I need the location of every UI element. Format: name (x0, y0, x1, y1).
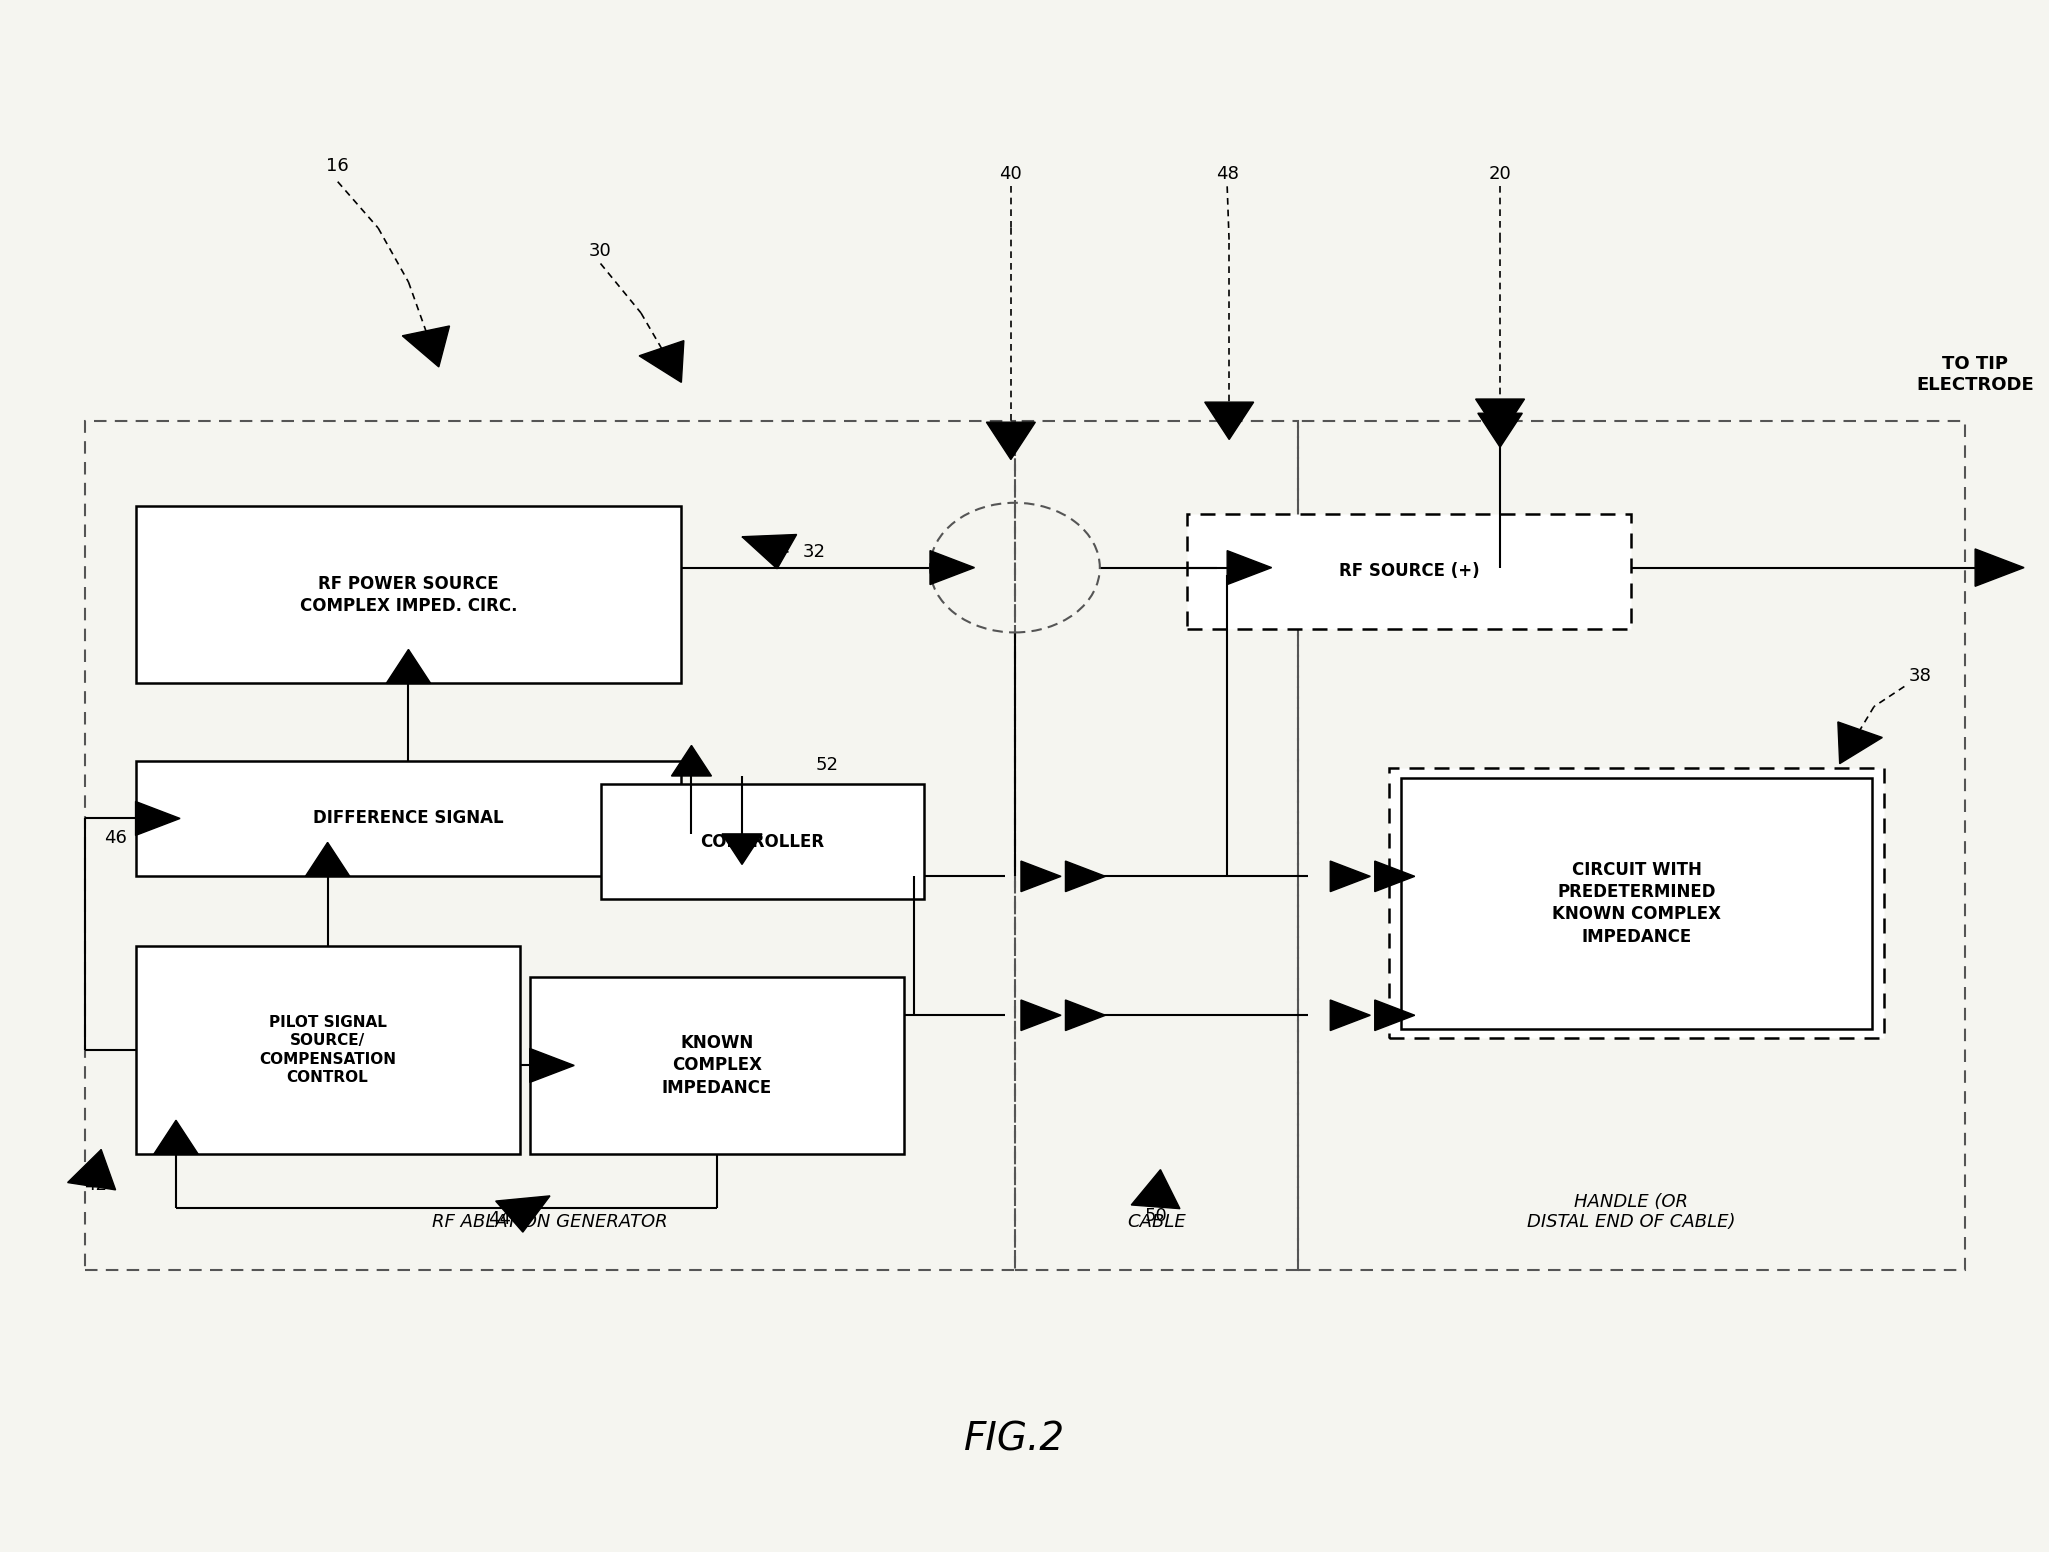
Bar (1297, 421, 1965, 1270)
Text: 42: 42 (84, 1176, 107, 1193)
Polygon shape (672, 745, 711, 776)
Text: 44: 44 (488, 1211, 510, 1228)
Polygon shape (639, 340, 684, 382)
Text: CONTROLLER: CONTROLLER (701, 832, 824, 850)
Polygon shape (1020, 861, 1061, 891)
Text: 48: 48 (1215, 165, 1238, 183)
Text: HANDLE (OR
DISTAL END OF CABLE): HANDLE (OR DISTAL END OF CABLE) (1527, 1192, 1736, 1231)
Polygon shape (1475, 399, 1524, 436)
Polygon shape (1131, 1170, 1180, 1209)
Polygon shape (385, 649, 430, 683)
Bar (1402, 778, 1873, 1029)
Text: PILOT SIGNAL
SOURCE/
COMPENSATION
CONTROL: PILOT SIGNAL SOURCE/ COMPENSATION CONTRO… (258, 1015, 395, 1085)
Polygon shape (1227, 551, 1272, 585)
Polygon shape (1975, 549, 2024, 587)
Text: DIFFERENCE SIGNAL: DIFFERENCE SIGNAL (313, 810, 504, 827)
Polygon shape (402, 326, 449, 366)
Text: 32: 32 (803, 543, 826, 562)
Polygon shape (1065, 861, 1106, 891)
Bar (135, 506, 682, 683)
Polygon shape (135, 801, 180, 835)
Polygon shape (1477, 413, 1522, 447)
Text: FIG.2: FIG.2 (965, 1420, 1065, 1459)
Polygon shape (1838, 722, 1883, 764)
Polygon shape (154, 1121, 199, 1155)
Polygon shape (1375, 861, 1414, 891)
Bar (1186, 514, 1631, 630)
Bar (84, 421, 1014, 1270)
Polygon shape (1330, 999, 1371, 1031)
Polygon shape (1375, 999, 1414, 1031)
Polygon shape (1020, 999, 1061, 1031)
Polygon shape (986, 422, 1035, 459)
Text: 52: 52 (816, 756, 838, 774)
Text: 46: 46 (104, 829, 127, 847)
Polygon shape (1205, 402, 1254, 439)
Bar (135, 945, 520, 1155)
Polygon shape (742, 534, 797, 568)
Polygon shape (496, 1197, 549, 1232)
Text: 50: 50 (1145, 1207, 1168, 1225)
Polygon shape (1330, 861, 1371, 891)
Bar (600, 784, 924, 900)
Polygon shape (930, 551, 975, 585)
Polygon shape (68, 1150, 115, 1190)
Bar (531, 976, 904, 1155)
Text: 38: 38 (1910, 667, 1932, 684)
Text: RF ABLATION GENERATOR: RF ABLATION GENERATOR (432, 1214, 668, 1231)
Polygon shape (1065, 999, 1106, 1031)
Text: CIRCUIT WITH
PREDETERMINED
KNOWN COMPLEX
IMPEDANCE: CIRCUIT WITH PREDETERMINED KNOWN COMPLEX… (1551, 861, 1721, 945)
Text: RF SOURCE (+): RF SOURCE (+) (1338, 562, 1479, 580)
Text: 16: 16 (326, 157, 348, 175)
Text: KNOWN
COMPLEX
IMPEDANCE: KNOWN COMPLEX IMPEDANCE (662, 1034, 772, 1097)
Bar (1389, 768, 1885, 1038)
Text: TO TIP
ELECTRODE: TO TIP ELECTRODE (1916, 355, 2035, 394)
Bar (1014, 421, 1297, 1270)
Text: RF POWER SOURCE
COMPLEX IMPED. CIRC.: RF POWER SOURCE COMPLEX IMPED. CIRC. (299, 574, 516, 615)
Text: 40: 40 (1000, 165, 1022, 183)
Polygon shape (305, 843, 350, 877)
Polygon shape (721, 833, 762, 864)
Polygon shape (531, 1049, 574, 1082)
Bar (135, 760, 682, 877)
Text: 30: 30 (590, 242, 613, 261)
Text: 20: 20 (1490, 165, 1512, 183)
Text: CABLE: CABLE (1127, 1214, 1186, 1231)
